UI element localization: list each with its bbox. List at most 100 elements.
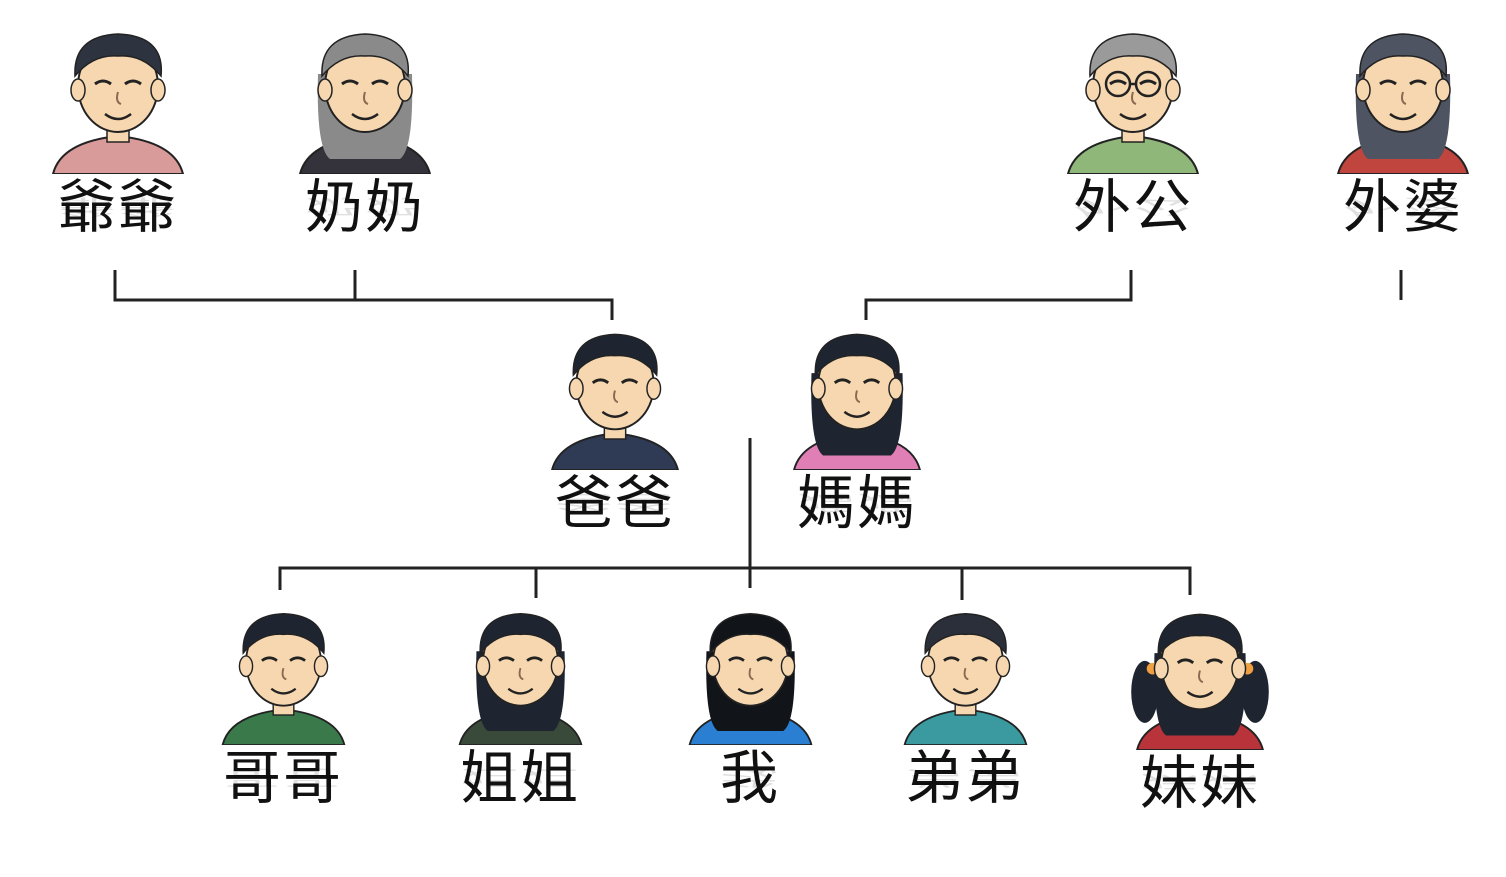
eye-left — [1109, 79, 1127, 86]
hair-top — [814, 333, 900, 377]
label-grandma-paternal: 奶奶 — [285, 174, 445, 240]
boy-portrait-icon — [903, 613, 1027, 745]
younger-sister: 妹妹 — [1120, 595, 1280, 816]
ear-left — [1355, 78, 1371, 102]
older-brother: 哥哥 — [203, 595, 363, 811]
nose — [1198, 670, 1204, 684]
eye-right — [288, 656, 306, 662]
connector-maternal — [864, 270, 1403, 320]
mother-portrait-icon — [793, 333, 921, 470]
nose — [116, 91, 122, 105]
eye-left — [1176, 658, 1195, 665]
hair-top — [321, 33, 410, 78]
eye-left — [341, 79, 359, 86]
mouth — [351, 112, 379, 121]
eye-right — [970, 656, 988, 662]
nose — [1131, 91, 1137, 105]
pigtail-left — [1131, 660, 1159, 723]
hair-top — [478, 613, 562, 655]
nose — [518, 667, 524, 681]
ear-right — [550, 655, 565, 678]
hair-top — [1157, 613, 1243, 657]
me: 我 — [670, 595, 830, 811]
connector-paternal — [113, 270, 614, 320]
hair-top — [74, 33, 163, 78]
eye-right — [371, 79, 389, 86]
ear-right — [1435, 78, 1451, 102]
ear-right — [888, 377, 904, 401]
eye-left — [94, 79, 112, 86]
ear-left — [317, 78, 333, 102]
mouth — [270, 687, 296, 695]
mouth — [843, 410, 871, 418]
eye-left — [260, 656, 278, 662]
hair-top — [923, 613, 1007, 655]
ear-left — [920, 655, 935, 678]
mouth — [1389, 112, 1417, 121]
eye-right — [755, 656, 773, 662]
nose — [963, 667, 969, 681]
girl-portrait-icon — [688, 613, 812, 745]
grandpa-glasses-portrait-icon — [1066, 33, 1200, 174]
eye-right — [1409, 79, 1427, 86]
hair-top — [572, 333, 658, 377]
mouth — [507, 687, 533, 695]
grandpa-portrait-icon — [51, 33, 185, 174]
eye-right — [124, 79, 142, 86]
hair-top — [708, 613, 792, 655]
label-older-sister: 姐姐 — [440, 745, 600, 811]
ear-right — [1165, 78, 1181, 102]
label-grandpa-maternal: 外公 — [1053, 174, 1213, 240]
eye-left — [727, 656, 745, 662]
label-mother: 媽媽 — [777, 470, 937, 536]
eye-left — [1379, 79, 1397, 86]
label-me: 我 — [670, 745, 830, 811]
ear-left — [238, 655, 253, 678]
older-sister: 姐姐 — [440, 595, 600, 811]
eye-left — [942, 656, 960, 662]
hair-top — [1089, 33, 1178, 78]
ear-left — [1153, 657, 1169, 681]
ear-left — [568, 377, 584, 401]
label-younger-sister: 妹妹 — [1120, 750, 1280, 816]
father: 爸爸 — [535, 315, 695, 536]
eye-right — [862, 378, 881, 385]
eye-right — [620, 378, 639, 385]
ear-right — [313, 655, 328, 678]
grandma-maternal: 外婆 — [1323, 14, 1483, 240]
eye-left — [833, 378, 852, 385]
boy-portrait-icon — [221, 613, 345, 745]
ear-right — [1231, 657, 1247, 681]
nose — [281, 667, 287, 681]
mouth — [1119, 112, 1147, 121]
ear-right — [780, 655, 795, 678]
mouth — [1186, 690, 1214, 698]
pigtail-right — [1241, 660, 1269, 723]
hair-top — [1359, 33, 1448, 78]
mouth — [737, 687, 763, 695]
eye-right — [1139, 79, 1157, 86]
ear-right — [995, 655, 1010, 678]
mouth — [952, 687, 978, 695]
eye-right — [525, 656, 543, 662]
ear-right — [646, 377, 662, 401]
label-father: 爸爸 — [535, 470, 695, 536]
mouth — [104, 112, 132, 121]
girl-pigtails-portrait-icon — [1131, 613, 1269, 750]
grandpa-maternal: 外公 — [1053, 14, 1213, 240]
hair-top — [241, 613, 325, 655]
label-older-brother: 哥哥 — [203, 745, 363, 811]
ear-left — [705, 655, 720, 678]
mouth — [601, 410, 629, 418]
ear-right — [397, 78, 413, 102]
eye-left — [591, 378, 610, 385]
label-younger-brother: 弟弟 — [885, 745, 1045, 811]
nose — [363, 91, 369, 105]
mother: 媽媽 — [777, 315, 937, 536]
eye-right — [1205, 658, 1224, 665]
father-portrait-icon — [551, 333, 679, 470]
ear-left — [810, 377, 826, 401]
grandma-portrait-icon — [298, 33, 432, 174]
ear-left — [70, 78, 86, 102]
